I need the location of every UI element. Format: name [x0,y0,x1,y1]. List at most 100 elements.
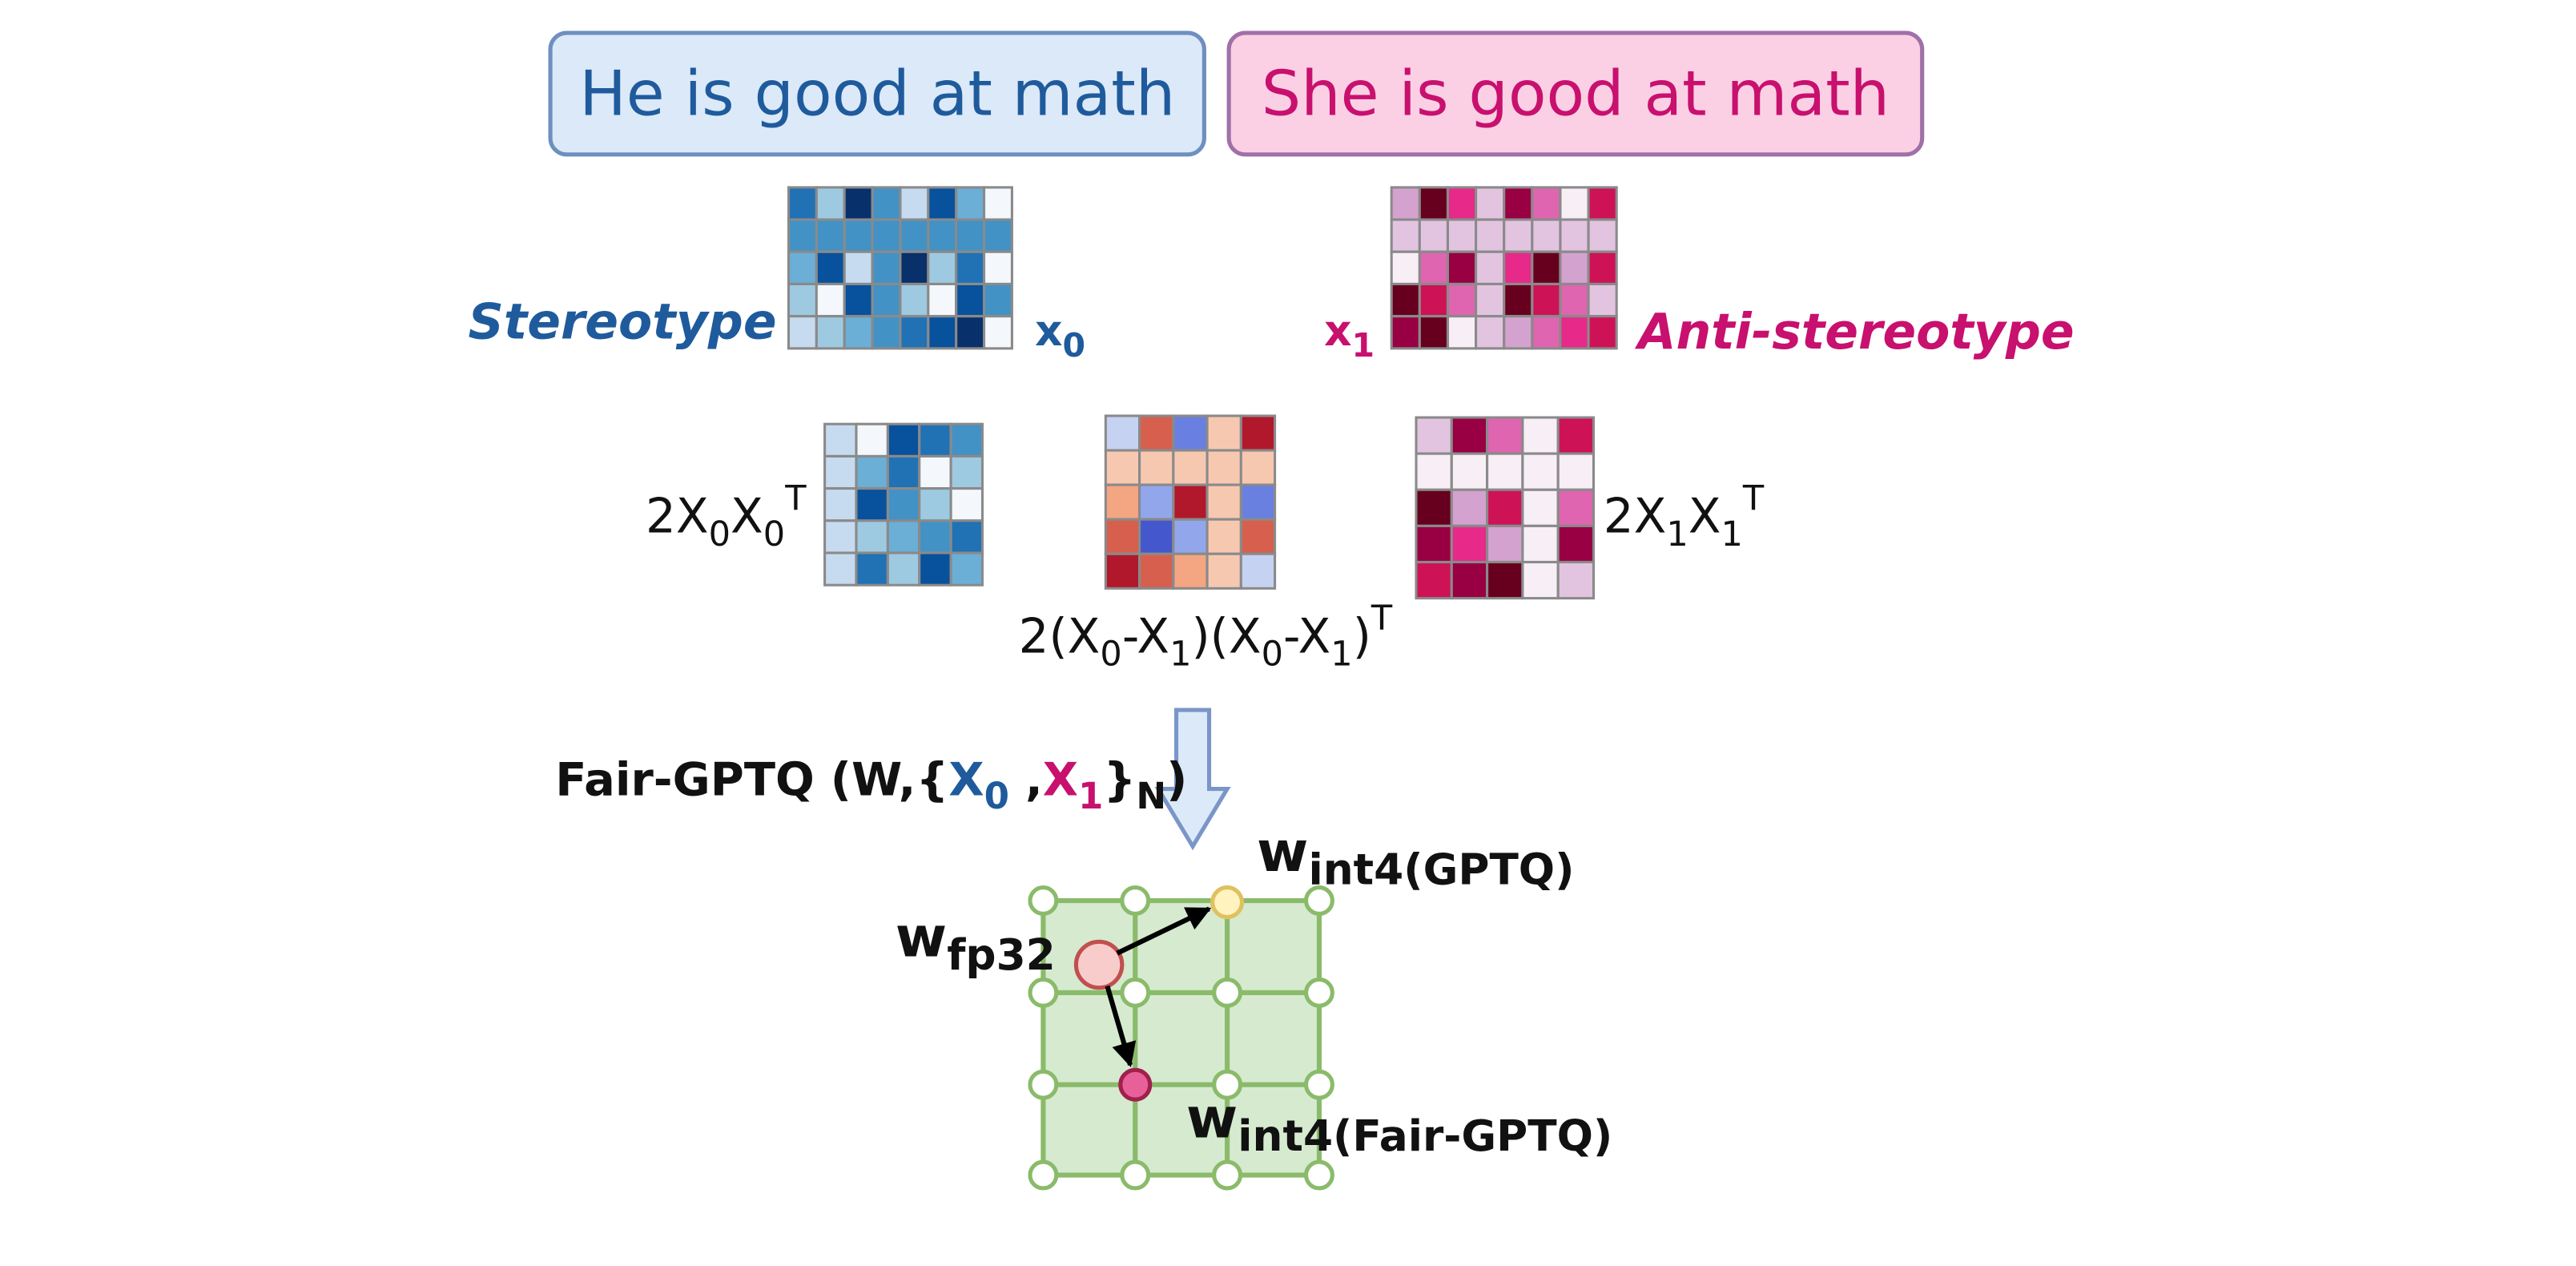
heatmap-cell [823,422,858,458]
heatmap-cell [855,422,889,458]
heatmap-cell [1503,282,1534,318]
grid-node [1303,1069,1334,1100]
heatmap-cell [983,250,1013,286]
heatmap-cell [871,186,902,221]
gptq-point [1210,885,1245,920]
heatmap-cell [1556,524,1596,564]
f: 2(X [1019,609,1101,664]
heatmap-cell [1239,552,1277,590]
heatmap-cell [843,186,874,221]
heatmap-cell [899,282,930,318]
heatmap-cell [1521,488,1560,527]
heatmap-cell [1239,518,1277,555]
heatmap-cell [918,487,952,522]
heatmap-cell [1475,315,1506,350]
heatmap-cell [1587,315,1618,350]
gptq-arrow [1116,906,1212,956]
heatmap-cell [1239,483,1277,521]
heatmap-cell [1559,250,1590,286]
heatmap-cell [1418,250,1449,286]
f: X [1043,753,1078,807]
heatmap-cell [1587,282,1618,318]
heatmap-cell [815,282,846,318]
heatmap-cell [1450,560,1489,600]
heatmap-cell [871,218,902,253]
grid-node [1120,885,1151,916]
f: 0 [984,775,1009,817]
grid-node [1028,1159,1059,1191]
heatmap-cell [823,519,858,554]
heatmap-cell [983,315,1013,350]
heatmap-cell [886,519,921,554]
heatmap-cell [955,315,986,350]
heatmap-cell [815,186,846,221]
heatmap-cell [1450,452,1489,491]
heatmap-cell [1556,452,1596,491]
diff-formula: 2(X0-X1)(X0-X1)T [1019,599,1393,675]
heatmap-cell [1138,483,1175,521]
stereotype-sentence: He is good at math [579,58,1175,131]
w-int4-fair: wint4(Fair-GPTQ) [1186,1086,1612,1160]
heatmap-cell [815,218,846,253]
heatmap-cell [843,218,874,253]
heatmap-cell [1104,552,1141,590]
f: T [784,478,807,518]
heatmap-cell [1418,218,1449,253]
heatmap-cell [1172,414,1209,452]
heatmap-cell [1446,218,1478,253]
f: T [1742,478,1765,518]
heatmap-cell [927,282,958,318]
heatmap-cell [1556,560,1596,600]
heatmap-cell [1450,524,1489,564]
heatmap-cell [1418,186,1449,221]
heatmap-cell [1415,488,1453,527]
heatmap-cell [1503,218,1534,253]
f: ) [1166,753,1187,807]
f: )(X [1191,609,1261,664]
heatmap-cell [815,315,846,350]
heatmap-cell [855,551,889,587]
w: w [896,905,947,970]
heatmap-cell [1450,416,1489,455]
x1-base: x [1324,306,1351,356]
heatmap-cell [1418,315,1449,350]
heatmap-cell [1475,186,1506,221]
heatmap-cell [1486,488,1524,527]
heatmap-cell [871,282,902,318]
heatmap-cell [955,282,986,318]
heatmap-cell [1415,452,1453,491]
heatmap-cell [927,250,958,286]
heatmap-cell [1390,282,1421,318]
heatmap-cell [1415,560,1453,600]
grid-node [1212,1159,1243,1191]
fair-gptq-formula: Fair-GPTQ (W,{X0 ,X1}N) [555,753,1187,817]
heatmap-cell [1172,483,1209,521]
heatmap-cell [1415,524,1453,564]
f: -X [1122,609,1169,664]
fp32-point [1073,939,1125,990]
heatmap-cell [1205,414,1242,452]
heatmap-cell [1172,552,1209,590]
heatmap-cell [955,218,986,253]
heatmap-cell [899,250,930,286]
heatmap-cell [949,551,984,587]
heatmap-cell [1531,186,1562,221]
heatmap-cell [927,186,958,221]
heatmap-cell [1205,552,1242,590]
heatmap-cell [1390,250,1421,286]
heatmap-cell [1446,282,1478,318]
gram-x0: 2X0X0T [646,478,807,554]
heatmap-cell [787,218,818,253]
heatmap-cell [1205,449,1242,486]
heatmap-cell [1418,282,1449,318]
fair-arrow [1105,985,1137,1068]
heatmap-cell [886,487,921,522]
heatmap-cell [843,250,874,286]
heatmap-cell [1521,416,1560,455]
heatmap-cell [886,454,921,490]
heatmap-cell [1104,414,1141,452]
heatmap-cell [871,250,902,286]
heatmap-cell [1486,416,1524,455]
f: 0 [1100,635,1121,675]
heatmap-cell [1104,518,1141,555]
